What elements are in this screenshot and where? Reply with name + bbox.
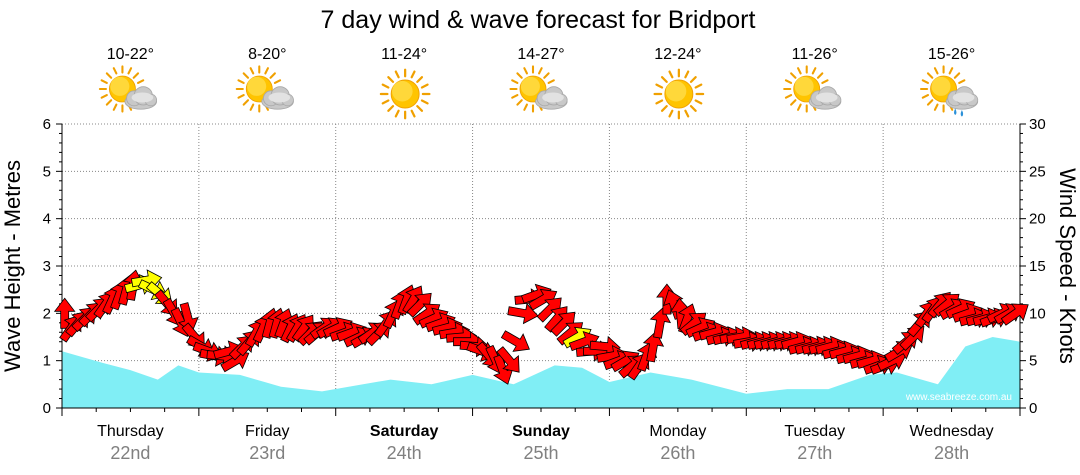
wind-arrow <box>642 331 665 363</box>
y-tick-label-left: 3 <box>43 258 51 275</box>
partly-cloudy-icon <box>98 65 158 113</box>
y-tick-label-right: 0 <box>1029 400 1037 417</box>
wind-arrow <box>1000 303 1029 326</box>
wind-arrow <box>507 302 539 325</box>
y-tick-label-left: 0 <box>43 400 51 417</box>
y-tick-label-left: 1 <box>43 353 51 370</box>
day-labels: Thursday 22nd Friday 23rd Saturday 24th Sunday… <box>97 423 994 463</box>
wind-arrow-shape <box>496 346 520 373</box>
day-date: 25th <box>523 443 558 463</box>
wind-arrow <box>649 307 672 339</box>
day-temperature: 11-26° <box>792 46 838 63</box>
wind-arrow-shape <box>53 297 76 329</box>
day-name: Wednesday <box>909 423 993 440</box>
day-date: 27th <box>797 443 832 463</box>
y-tick-label-left: 6 <box>43 116 51 133</box>
day-name: Thursday <box>97 423 164 440</box>
wind-arrow-shape <box>500 330 530 352</box>
wind-arrow-shape <box>899 325 925 352</box>
y-tick-label-left: 2 <box>43 305 51 322</box>
forecast-header: 10-22° 8-20° 11-24° 14-27° 12-24° 11-26° 15-26… <box>98 46 979 120</box>
day-temperature: 14-27° <box>517 46 564 63</box>
day-temperature: 10-22° <box>107 46 154 63</box>
y-tick-label-right: 30 <box>1029 116 1046 133</box>
sunny-icon <box>379 68 431 120</box>
wind-arrow <box>899 325 925 352</box>
day-name: Sunday <box>512 423 570 440</box>
wind-arrow <box>177 302 199 334</box>
wind-arrows <box>53 269 1029 385</box>
wave-height-area <box>62 337 1020 408</box>
day-date: 26th <box>660 443 695 463</box>
y-tick-label-right: 15 <box>1029 258 1046 275</box>
sun-shape <box>379 68 431 120</box>
wind-arrow <box>53 297 76 329</box>
wind-arrow-shape <box>1000 303 1029 326</box>
day-temperature: 8-20° <box>248 46 286 63</box>
chart-title: 7 day wind & wave forecast for Bridport <box>321 6 756 34</box>
day-date: 24th <box>387 443 422 463</box>
sun-shape <box>653 68 705 120</box>
day-temperature: 15-26° <box>928 46 975 63</box>
watermark: www.seabreeze.com.au <box>905 392 1012 403</box>
sunny-icon <box>653 68 705 120</box>
partly-cloudy-icon <box>783 65 842 113</box>
partly-cloudy-icon <box>235 65 294 113</box>
wind-arrow-shape <box>177 302 199 334</box>
day-temperature: 11-24° <box>381 46 427 63</box>
y-tick-label-right: 10 <box>1029 305 1046 322</box>
y-tick-label-right: 20 <box>1029 211 1046 228</box>
day-name: Monday <box>649 423 706 440</box>
y-tick-label-right: 25 <box>1029 163 1046 180</box>
wind-arrow-shape <box>507 302 539 325</box>
rain-showers-icon <box>919 65 979 117</box>
wind-arrow-shape <box>649 307 672 339</box>
y-tick-label-right: 5 <box>1029 353 1037 370</box>
day-name: Tuesday <box>784 423 845 440</box>
day-date: 23rd <box>249 443 285 463</box>
day-date: 22nd <box>110 443 150 463</box>
y-axis-title-left: Wave Height - Metres <box>0 160 25 372</box>
axes: 0 1 2 3 4 5 6 0 5 10 15 20 25 30 <box>43 116 1046 417</box>
day-name: Saturday <box>370 423 439 440</box>
wind-arrow <box>500 330 530 352</box>
day-name: Friday <box>245 423 289 440</box>
rain-drops-shape <box>953 108 964 117</box>
partly-cloudy-icon <box>509 65 568 113</box>
day-temperature: 12-24° <box>654 46 701 63</box>
day-date: 28th <box>934 443 969 463</box>
y-tick-label-left: 5 <box>43 163 51 180</box>
y-tick-label-left: 4 <box>43 211 51 228</box>
wind-arrow-shape <box>642 331 665 363</box>
y-axis-title-right: Wind Speed - Knots <box>1055 168 1080 364</box>
wind-arrow <box>496 346 520 373</box>
